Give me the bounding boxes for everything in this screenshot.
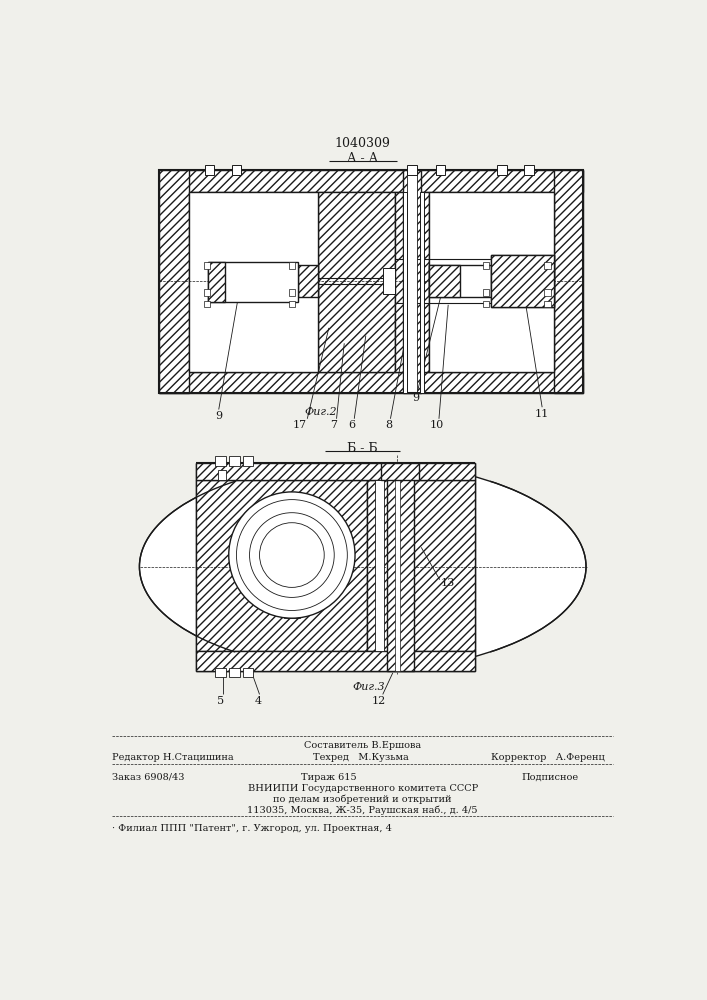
Text: по делам изобретений и открытий: по делам изобретений и открытий	[274, 795, 452, 804]
Bar	[429, 265, 460, 297]
Text: Фиг.3: Фиг.3	[352, 682, 385, 692]
Text: · Филиал ППП "Патент", г. Ужгород, ул. Проектная, 4: · Филиал ППП "Патент", г. Ужгород, ул. П…	[112, 824, 392, 833]
Text: 17: 17	[293, 420, 307, 430]
Bar	[491, 255, 554, 307]
Bar	[554, 170, 583, 393]
Bar	[420, 192, 424, 393]
Bar	[544, 301, 551, 307]
Bar	[229, 456, 240, 466]
Bar	[436, 165, 445, 175]
Bar	[204, 301, 210, 307]
Bar	[218, 470, 226, 480]
Bar	[491, 255, 554, 307]
Bar	[483, 301, 489, 307]
Bar	[189, 192, 318, 372]
Bar	[205, 165, 214, 175]
Bar	[229, 668, 240, 677]
Text: Тираж 615: Тираж 615	[301, 773, 356, 782]
Bar	[498, 165, 507, 175]
Text: Редактор Н.Стацишина: Редактор Н.Стацишина	[112, 753, 233, 762]
Bar	[395, 463, 399, 671]
Bar	[288, 301, 295, 307]
Bar	[160, 372, 583, 393]
Bar	[429, 265, 491, 297]
Text: 5: 5	[218, 696, 225, 706]
Bar	[215, 668, 226, 677]
Bar	[204, 289, 210, 296]
Bar	[189, 192, 208, 372]
Bar	[382, 268, 395, 294]
Text: Составитель В.Ершова: Составитель В.Ершова	[304, 741, 421, 750]
Bar	[197, 651, 475, 671]
Text: Заказ 6908/43: Заказ 6908/43	[112, 773, 185, 782]
Text: Корректор   А.Ференц: Корректор А.Ференц	[491, 753, 604, 762]
Bar	[288, 262, 295, 269]
Bar	[298, 265, 318, 297]
Text: 9: 9	[215, 411, 222, 421]
Bar	[387, 463, 414, 671]
Text: 9: 9	[412, 393, 419, 403]
Circle shape	[229, 492, 355, 618]
Text: 8: 8	[385, 420, 392, 430]
Text: 1040309: 1040309	[335, 137, 391, 150]
Bar	[197, 463, 475, 671]
Bar	[215, 456, 226, 466]
Bar	[318, 192, 395, 372]
Text: 11: 11	[535, 409, 549, 419]
Bar	[407, 165, 416, 175]
Bar	[544, 262, 551, 269]
Text: 10: 10	[430, 420, 444, 430]
Text: 13: 13	[440, 578, 455, 588]
Text: 4: 4	[255, 696, 262, 706]
Bar	[299, 192, 318, 372]
Text: А - А: А - А	[347, 152, 378, 165]
Text: Подписное: Подписное	[521, 773, 578, 782]
Bar	[160, 170, 189, 393]
Bar	[197, 463, 475, 480]
Bar	[243, 456, 253, 466]
Bar	[525, 165, 534, 175]
Bar	[232, 165, 241, 175]
Bar	[429, 192, 554, 372]
Bar	[204, 262, 210, 269]
Text: Б - Б: Б - Б	[347, 442, 378, 455]
Bar	[160, 170, 583, 393]
Text: 113035, Москва, Ж-35, Раушская наб., д. 4/5: 113035, Москва, Ж-35, Раушская наб., д. …	[247, 805, 478, 815]
Bar	[375, 480, 385, 651]
Bar	[403, 170, 421, 393]
Text: 6: 6	[349, 420, 356, 430]
Bar	[381, 463, 419, 480]
Bar	[403, 192, 407, 393]
Bar	[483, 262, 489, 269]
Bar	[208, 262, 298, 302]
Bar	[483, 289, 489, 296]
Text: Фиг.2: Фиг.2	[304, 407, 337, 417]
Bar	[243, 668, 253, 677]
Text: 12: 12	[372, 696, 386, 706]
Bar	[368, 480, 475, 651]
Text: Техред   М.Кузьма: Техред М.Кузьма	[313, 753, 409, 762]
Bar	[197, 480, 368, 651]
Bar	[160, 170, 583, 192]
Bar	[395, 192, 429, 372]
Bar	[407, 170, 416, 393]
Text: 7: 7	[330, 420, 337, 430]
Bar	[288, 289, 295, 296]
Bar	[544, 289, 551, 296]
Ellipse shape	[139, 463, 586, 671]
Text: ВНИИПИ Государственного комитета СССР: ВНИИПИ Государственного комитета СССР	[247, 784, 478, 793]
Bar	[208, 262, 225, 302]
